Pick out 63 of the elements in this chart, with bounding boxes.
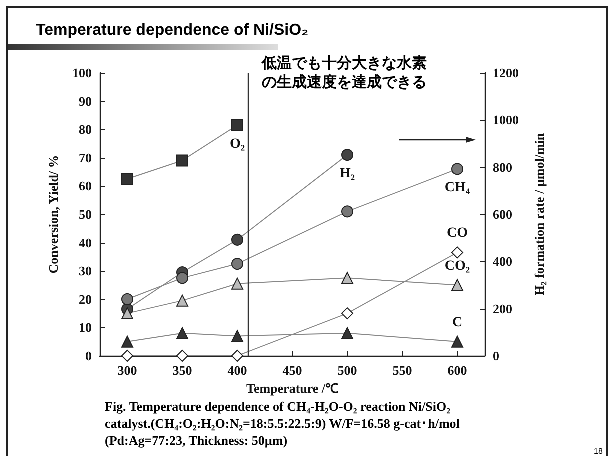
y2-axis-title: H₂ formation rate / µmol/min (532, 132, 547, 296)
y-tick-label: 0 (86, 348, 92, 364)
point (232, 258, 244, 270)
text: 18 (594, 447, 603, 456)
point (122, 293, 134, 306)
y-tick-label: 70 (79, 150, 92, 166)
y-tick-label: 40 (79, 235, 92, 250)
point (122, 308, 134, 320)
y2-tick-label: 1200 (493, 66, 519, 80)
y2-tick-label: 1000 (493, 112, 519, 128)
x-tick-label: 350 (172, 363, 192, 378)
x-tick-label: 400 (228, 363, 248, 378)
point (122, 173, 134, 186)
x-tick-label: 300 (118, 363, 138, 378)
y-tick-label: 50 (79, 207, 92, 222)
point (176, 272, 188, 284)
y2-tick-label: 800 (493, 160, 512, 175)
point (342, 327, 354, 340)
text: Fig. Temperature dependence of CH₄-H₂O-O₂ reaction Ni/SiO₂ catalyst.(CH₄:O₂:H₂O:N₂=18:5.5:22.5:9) W/F=16.58 g-cat･h/mol (Pd:Ag=77:23, Thickness: 50µm) (105, 398, 460, 449)
y-tick-label: 100 (72, 66, 92, 80)
point (232, 350, 244, 362)
point (452, 163, 464, 176)
x-tick-label: 550 (392, 363, 412, 378)
chart-title: Temperature dependence of Ni/SiO₂ (36, 22, 309, 40)
point (232, 119, 244, 132)
point (342, 206, 354, 218)
y2-tick-label: 0 (493, 348, 500, 364)
y-tick-label: 60 (79, 178, 92, 194)
point (232, 330, 244, 342)
y-axis-title: Conversion, Yield/ % (46, 155, 61, 274)
y-tick-label: 30 (79, 264, 92, 279)
x-tick-label: 600 (448, 363, 468, 378)
point (122, 350, 134, 362)
y2-tick-label: 200 (493, 301, 512, 316)
y-tick-label: 20 (79, 292, 92, 307)
series-label: CH₄ (444, 180, 471, 196)
y-tick-label: 80 (79, 122, 92, 138)
point (452, 336, 464, 348)
point (342, 308, 354, 320)
series-label: CO (447, 226, 468, 242)
point (122, 336, 134, 348)
point (176, 294, 188, 307)
point (176, 327, 188, 340)
annotation: 低温でも十分大きな水素の生成速度を達成できる (262, 54, 428, 92)
point (342, 149, 354, 162)
point (232, 234, 244, 246)
y-tick-label: 10 (79, 320, 92, 336)
y2-tick-label: 400 (493, 254, 512, 270)
y2-tick-label: 600 (493, 207, 512, 222)
point (452, 246, 464, 259)
point (342, 272, 354, 284)
point (232, 278, 244, 290)
series-label: C (452, 315, 463, 330)
point (176, 154, 188, 167)
series-label: H₂ (340, 166, 356, 182)
x-axis-title: Temperature /℃ (246, 380, 339, 396)
x-tick-label: 500 (338, 363, 358, 378)
y-tick-label: 90 (79, 94, 92, 109)
x-tick-label: 450 (282, 363, 302, 378)
series-label: O₂ (230, 136, 246, 152)
point (452, 279, 464, 292)
series-label: CO₂ (444, 258, 470, 274)
point (176, 350, 188, 362)
